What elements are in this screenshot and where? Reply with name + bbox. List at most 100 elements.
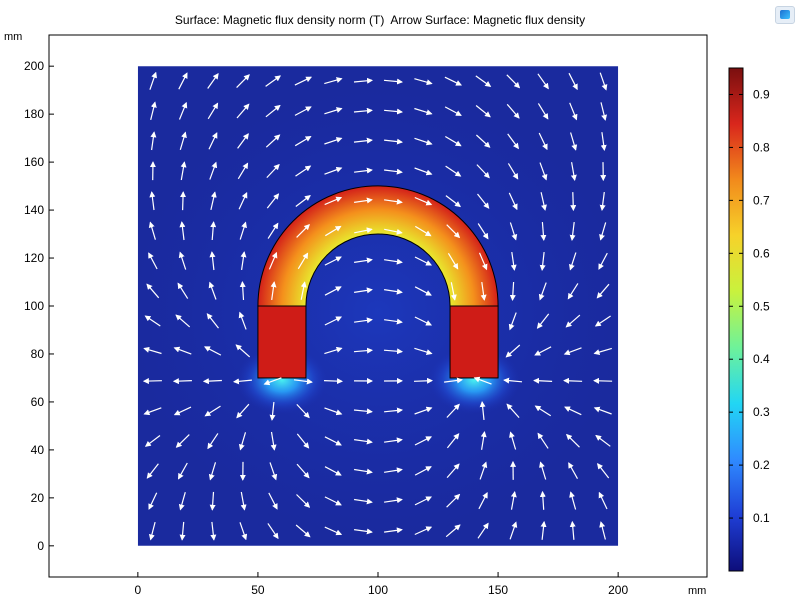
flux-arrow [414,496,432,506]
flux-arrow [294,76,312,86]
flux-arrow [414,196,433,206]
flux-arrow [354,257,373,264]
flux-arrow [539,252,546,271]
flux-arrow [539,490,546,510]
flux-arrow [480,282,487,301]
flux-arrow [384,288,403,295]
x-tick-label: 50 [251,583,265,597]
flux-arrow [509,222,518,241]
flux-arrow [265,75,282,87]
flux-arrow [267,523,279,540]
y-tick-label: 20 [31,491,45,505]
flux-arrow [567,283,579,300]
flux-arrow [384,198,403,205]
x-tick-label: 150 [488,583,508,597]
flux-arrow [475,134,491,148]
flux-arrow [208,281,217,300]
flux-arrow [503,377,523,384]
flux-arrow [510,252,517,271]
flux-arrow [480,431,487,450]
flux-arrow [414,466,432,476]
flux-arrow [295,194,311,207]
flux-arrow [209,161,218,180]
flux-arrow [414,436,432,446]
flux-arrow [240,491,247,511]
flux-arrow [414,526,433,536]
flux-arrow [507,133,519,150]
flux-arrow [450,282,457,301]
flux-arrow [208,132,218,150]
flux-arrow [564,406,582,416]
flux-arrow [239,522,248,541]
flux-arrow [595,434,611,447]
flux-arrow [414,347,433,355]
flux-arrow [324,466,342,476]
flux-arrow [537,432,549,449]
flux-arrow [477,193,490,209]
y-tick-label: 160 [24,155,44,169]
flux-arrow [445,195,461,208]
flux-arrow [354,167,373,174]
flux-arrow [534,346,552,356]
flux-arrow [509,431,517,450]
flux-arrow [204,405,221,417]
flux-arrow [537,103,549,120]
flux-arrow [180,161,187,181]
flux-arrow [475,105,491,118]
flux-arrow [177,282,189,299]
flux-arrow [384,467,403,474]
flux-arrow [150,131,157,151]
flux-arrow [296,494,311,508]
flux-arrow [354,197,373,204]
flux-arrow [296,403,310,419]
flux-arrow [508,312,517,331]
flux-arrow [268,251,278,270]
flux-arrow [204,346,222,356]
flux-arrow [293,378,313,385]
flux-arrow [179,131,187,150]
flux-arrow [570,162,577,181]
flux-arrow [237,162,249,180]
field-halo [137,83,619,541]
flux-arrow [179,221,186,241]
flux-arrow [175,434,190,448]
flux-arrow [269,401,276,421]
flux-arrow [239,221,247,240]
flux-arrow [599,72,608,91]
flux-arrow [569,252,577,271]
flux-arrow [353,408,373,415]
colorbar-tick-label: 0.5 [753,299,770,313]
y-tick-label: 100 [24,299,44,313]
flux-arrow [323,378,343,385]
flux-arrow [384,108,403,115]
flux-arrow [593,406,612,415]
graphics-icon[interactable] [775,6,795,24]
y-tick-label: 60 [31,395,45,409]
colorbar [728,67,744,572]
flux-arrow [414,167,433,176]
flux-arrow [178,101,188,120]
flux-arrow [238,311,247,330]
flux-arrow [565,314,581,328]
flux-arrow [149,191,156,211]
y-tick-label: 0 [37,539,44,553]
flux-arrow [447,252,459,270]
flux-arrow [210,521,217,541]
flux-arrow [146,283,160,299]
flux-arrow [180,191,187,211]
x-tick-label: 0 [135,583,142,597]
flux-arrow [179,521,186,541]
flux-arrow [324,346,343,355]
y-tick-label: 80 [31,347,45,361]
flux-arrow [414,406,433,415]
flux-arrow [563,377,583,384]
flux-arrow [233,378,252,385]
flux-arrow [324,196,343,206]
y-tick-label: 140 [24,203,44,217]
flux-arrow [594,315,611,327]
flux-arrow [565,433,580,448]
flux-arrow [296,463,310,479]
flux-arrow [473,376,492,385]
flux-arrow [596,283,610,299]
